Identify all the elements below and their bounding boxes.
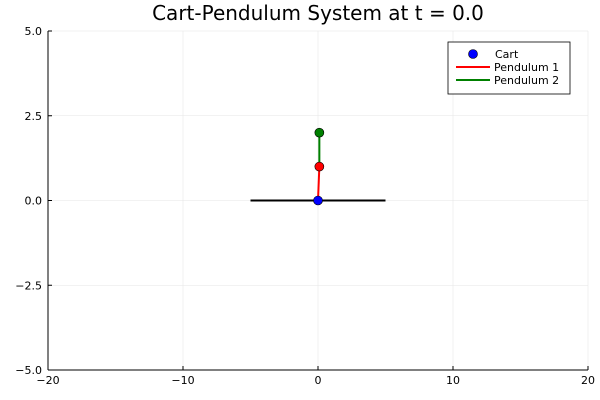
y-tick-label: −5.0 bbox=[15, 364, 42, 377]
x-tick-label: −20 bbox=[36, 374, 59, 387]
y-tick-label: 2.5 bbox=[25, 110, 43, 123]
axes bbox=[47, 30, 589, 371]
y-tick-label: 0.0 bbox=[25, 195, 43, 208]
cart-marker bbox=[313, 195, 323, 206]
chart-title: Cart-Pendulum System at t = 0.0 bbox=[152, 1, 484, 25]
tick-labels: −20 −10 0 10 20 −5.0 −2.5 0.0 2.5 5.0 bbox=[15, 25, 595, 387]
pendulum-bob bbox=[314, 161, 325, 172]
pendulum-1-rod bbox=[317, 166, 321, 201]
x-tick-label: 10 bbox=[446, 374, 460, 387]
plot-area bbox=[250, 127, 386, 206]
legend-label: Cart bbox=[495, 48, 519, 61]
legend-marker-cart bbox=[468, 49, 478, 59]
x-tick-label: 0 bbox=[315, 374, 322, 387]
pendulum-bob bbox=[314, 127, 325, 138]
y-tick-label: 5.0 bbox=[25, 25, 43, 38]
x-tick-label: 20 bbox=[581, 374, 595, 387]
legend-label: Pendulum 2 bbox=[494, 74, 559, 87]
y-tick-label: −2.5 bbox=[15, 279, 42, 292]
x-tick-label: −10 bbox=[171, 374, 194, 387]
legend-label: Pendulum 1 bbox=[494, 61, 559, 74]
